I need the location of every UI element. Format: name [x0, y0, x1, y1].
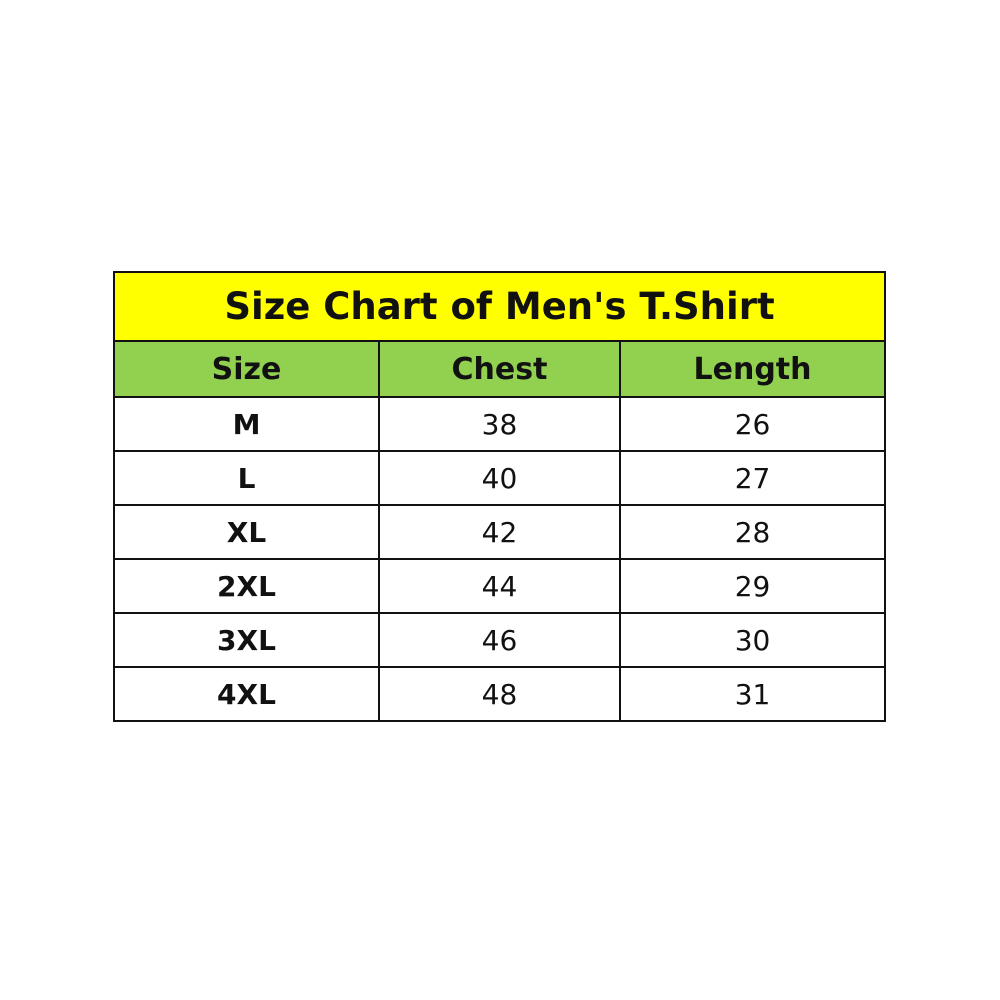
cell-length: 28 — [618, 504, 887, 560]
cell-length: 27 — [618, 450, 887, 506]
cell-length: 29 — [618, 558, 887, 614]
cell-length: 30 — [618, 612, 887, 668]
column-header-chest: Chest — [378, 340, 621, 398]
table-row: M 38 26 — [113, 396, 887, 452]
column-header-size: Size — [113, 340, 380, 398]
cell-size: L — [113, 450, 380, 506]
title-row: Size Chart of Men's T.Shirt — [112, 271, 887, 342]
table-row: L 40 27 — [113, 450, 887, 506]
cell-chest: 42 — [378, 504, 621, 560]
cell-length: 31 — [618, 666, 887, 722]
header-row: Size Chest Length — [113, 340, 887, 398]
size-chart-table: Size Chart of Men's T.Shirt Size Chest L… — [112, 271, 887, 722]
cell-size: 4XL — [113, 666, 380, 722]
cell-size: 3XL — [113, 612, 380, 668]
cell-size: M — [113, 396, 380, 452]
cell-size: 2XL — [113, 558, 380, 614]
cell-chest: 40 — [378, 450, 621, 506]
table-title: Size Chart of Men's T.Shirt — [112, 271, 887, 342]
table-row: 2XL 44 29 — [113, 558, 887, 614]
table-row: XL 42 28 — [113, 504, 887, 560]
cell-length: 26 — [618, 396, 887, 452]
cell-chest: 44 — [378, 558, 621, 614]
cell-chest: 48 — [378, 666, 621, 722]
cell-size: XL — [113, 504, 380, 560]
column-header-length: Length — [618, 340, 887, 398]
cell-chest: 46 — [378, 612, 621, 668]
table-row: 3XL 46 30 — [113, 612, 887, 668]
cell-chest: 38 — [378, 396, 621, 452]
table-row: 4XL 48 31 — [113, 666, 887, 722]
